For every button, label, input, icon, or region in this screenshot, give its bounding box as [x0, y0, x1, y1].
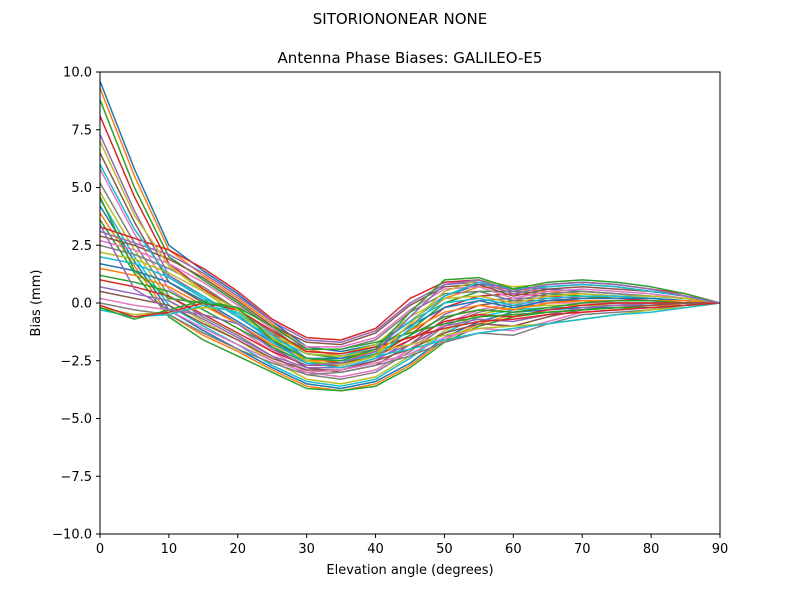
x-axis-label: Elevation angle (degrees): [326, 563, 493, 578]
x-tick-label: 10: [161, 542, 178, 557]
y-tick-label: −5.0: [60, 412, 92, 427]
y-tick-label: −2.5: [60, 354, 92, 369]
y-axis: 10.0 7.5 5.0 2.5 0.0 −2.5 −5.0 −7.5 −10.0: [52, 66, 100, 543]
y-tick-label: −10.0: [52, 528, 92, 543]
y-tick-label: 0.0: [71, 297, 92, 312]
series-line-23: [100, 274, 720, 364]
series-line-30: [100, 302, 720, 362]
y-tick-label: 5.0: [71, 181, 92, 196]
series-line-31: [100, 299, 720, 350]
series-line-20: [100, 256, 720, 357]
chart-suptitle: SITORIONONEAR NONE: [313, 10, 487, 28]
x-tick-label: 80: [643, 542, 660, 557]
x-tick-label: 30: [298, 542, 315, 557]
x-tick-label: 90: [712, 542, 729, 557]
y-tick-label: 10.0: [63, 66, 92, 81]
x-tick-label: 50: [436, 542, 453, 557]
series-line-34: [100, 164, 720, 369]
series-line-33: [100, 140, 720, 367]
chart-title: Antenna Phase Biases: GALILEO-E5: [278, 49, 543, 67]
y-tick-label: −7.5: [60, 470, 92, 485]
x-tick-label: 40: [367, 542, 384, 557]
series-line-16: [100, 235, 720, 346]
x-tick-label: 60: [505, 542, 522, 557]
series-line-35: [100, 196, 720, 362]
x-tick-label: 70: [574, 542, 591, 557]
series-line-17: [100, 239, 720, 348]
series-line-36: [100, 224, 720, 367]
y-tick-label: 7.5: [71, 123, 92, 138]
y-axis-label: Bias (mm): [29, 270, 44, 337]
x-tick-label: 20: [230, 542, 247, 557]
series-line-28: [100, 302, 720, 376]
x-tick-label: 0: [96, 542, 104, 557]
x-axis: 0 10 20 30 40 50 60 70 80 90: [96, 534, 728, 557]
series-layer: [100, 80, 720, 392]
y-tick-label: 2.5: [71, 239, 92, 254]
